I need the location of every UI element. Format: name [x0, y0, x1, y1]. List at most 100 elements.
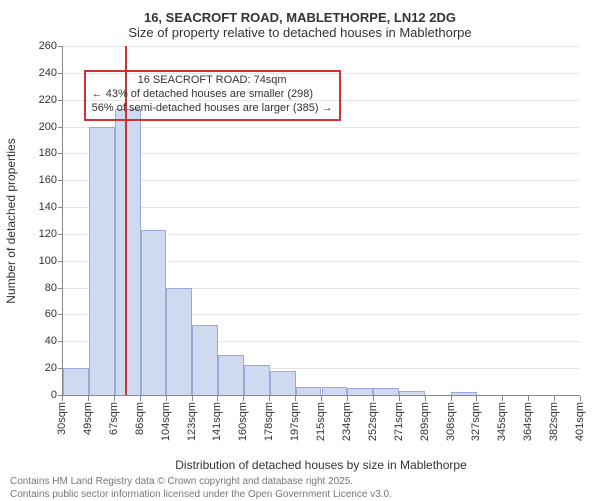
x-tick-label: 160sqm [237, 402, 249, 441]
y-tick-mark [58, 288, 63, 289]
gridline [63, 180, 580, 181]
histogram-bar [373, 388, 399, 395]
x-tick-mark [502, 396, 503, 401]
histogram-bar [270, 371, 296, 395]
y-tick-mark [58, 314, 63, 315]
histogram-bar [451, 392, 477, 395]
x-tick-mark [528, 396, 529, 401]
x-tick-label: 141sqm [211, 402, 223, 441]
x-ticks-row: 30sqm49sqm67sqm86sqm104sqm123sqm141sqm16… [62, 396, 580, 456]
histogram-bar [63, 368, 89, 395]
callout-line2: ← 43% of detached houses are smaller (29… [92, 88, 333, 102]
y-tick-label: 0 [27, 389, 57, 401]
y-tick-label: 260 [27, 40, 57, 52]
x-tick-mark [373, 396, 374, 401]
histogram-bar [141, 230, 167, 395]
x-axis-label: Distribution of detached houses by size … [62, 458, 580, 472]
x-tick-label: 215sqm [315, 402, 327, 441]
y-tick-mark [58, 341, 63, 342]
x-tick-mark [476, 396, 477, 401]
x-tick-mark [140, 396, 141, 401]
chart-title-line1: 16, SEACROFT ROAD, MABLETHORPE, LN12 2DG [0, 10, 600, 25]
callout-line1: 16 SEACROFT ROAD: 74sqm [92, 74, 333, 88]
x-tick-label: 178sqm [263, 402, 275, 441]
x-tick-mark [425, 396, 426, 401]
y-tick-mark [58, 180, 63, 181]
gridline [63, 153, 580, 154]
y-tick-label: 180 [27, 147, 57, 159]
x-tick-label: 271sqm [393, 402, 405, 441]
y-tick-mark [58, 261, 63, 262]
histogram-bar [218, 355, 244, 395]
footer-line1: Contains HM Land Registry data © Crown c… [10, 476, 590, 489]
y-tick-mark [58, 207, 63, 208]
histogram-bar [296, 387, 322, 395]
x-tick-label: 123sqm [186, 402, 198, 441]
histogram-bar [192, 325, 218, 395]
y-tick-label: 220 [27, 94, 57, 106]
x-tick-mark [88, 396, 89, 401]
y-tick-label: 80 [27, 282, 57, 294]
y-tick-label: 120 [27, 228, 57, 240]
footer: Contains HM Land Registry data © Crown c… [10, 476, 590, 501]
x-tick-mark [554, 396, 555, 401]
y-tick-mark [58, 100, 63, 101]
x-tick-label: 197sqm [289, 402, 301, 441]
gridline [63, 127, 580, 128]
x-tick-label: 345sqm [496, 402, 508, 441]
x-tick-mark [166, 396, 167, 401]
y-tick-label: 100 [27, 255, 57, 267]
x-tick-mark [580, 396, 581, 401]
y-tick-label: 140 [27, 201, 57, 213]
histogram-bar [347, 388, 373, 395]
y-tick-mark [58, 127, 63, 128]
x-tick-label: 289sqm [419, 402, 431, 441]
y-axis-label: Number of detached properties [4, 138, 18, 303]
x-tick-label: 401sqm [574, 402, 586, 441]
x-tick-mark [451, 396, 452, 401]
x-tick-label: 234sqm [341, 402, 353, 441]
chart-title-line2: Size of property relative to detached ho… [0, 25, 600, 40]
gridline [63, 207, 580, 208]
histogram-bar [399, 391, 425, 395]
plot-area: Number of detached properties 0204060801… [62, 46, 580, 396]
x-tick-label: 308sqm [445, 402, 457, 441]
y-tick-label: 60 [27, 308, 57, 320]
plot-wrap: Number of detached properties 0204060801… [62, 46, 580, 396]
callout-box: 16 SEACROFT ROAD: 74sqm← 43% of detached… [84, 70, 341, 120]
x-tick-mark [243, 396, 244, 401]
x-tick-mark [321, 396, 322, 401]
histogram-bar [89, 127, 115, 395]
y-tick-mark [58, 153, 63, 154]
x-tick-mark [347, 396, 348, 401]
gridline [63, 46, 580, 47]
x-tick-mark [295, 396, 296, 401]
y-tick-label: 40 [27, 335, 57, 347]
x-tick-label: 364sqm [522, 402, 534, 441]
chart-root: 16, SEACROFT ROAD, MABLETHORPE, LN12 2DG… [0, 0, 600, 500]
y-tick-mark [58, 73, 63, 74]
y-tick-label: 200 [27, 121, 57, 133]
histogram-bar [244, 365, 270, 395]
x-tick-label: 67sqm [108, 402, 120, 435]
histogram-bar [166, 288, 192, 395]
x-tick-mark [114, 396, 115, 401]
x-tick-mark [399, 396, 400, 401]
x-tick-label: 104sqm [160, 402, 172, 441]
x-tick-label: 30sqm [56, 402, 68, 435]
y-tick-label: 20 [27, 362, 57, 374]
x-tick-label: 327sqm [470, 402, 482, 441]
y-tick-mark [58, 46, 63, 47]
callout-line3: 56% of semi-detached houses are larger (… [92, 102, 333, 116]
x-tick-mark [217, 396, 218, 401]
y-tick-label: 240 [27, 67, 57, 79]
footer-line2: Contains public sector information licen… [10, 489, 590, 501]
x-tick-label: 49sqm [82, 402, 94, 435]
histogram-bar [115, 109, 141, 395]
y-tick-label: 160 [27, 174, 57, 186]
y-tick-mark [58, 234, 63, 235]
x-tick-label: 86sqm [134, 402, 146, 435]
x-tick-label: 252sqm [367, 402, 379, 441]
x-tick-mark [62, 396, 63, 401]
histogram-bar [322, 387, 348, 395]
